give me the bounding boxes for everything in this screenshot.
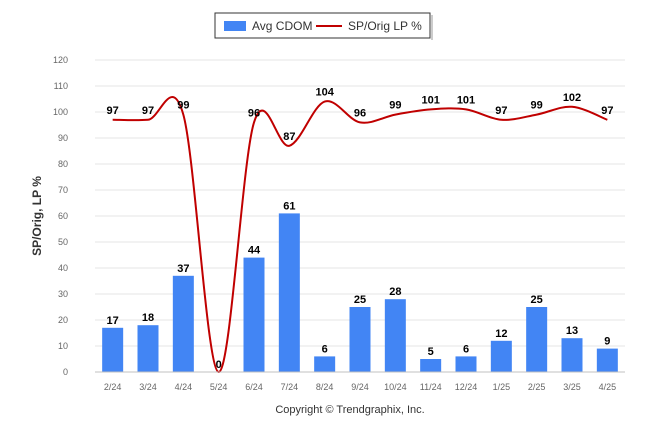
- bar: [349, 307, 371, 372]
- y-tick-label: 0: [63, 367, 68, 377]
- bar: [243, 257, 265, 372]
- legend-box-shadow: [431, 15, 433, 40]
- bar: [596, 348, 618, 372]
- bar-data-label: 25: [531, 294, 543, 306]
- line-data-label: 99: [177, 100, 189, 112]
- bar-data-label: 5: [428, 346, 434, 358]
- x-tick-label: 1/25: [493, 382, 511, 392]
- x-tick-label: 6/24: [245, 382, 263, 392]
- legend-label-avg-cdom: Avg CDOM: [252, 19, 312, 33]
- bar-data-label: 17: [107, 315, 119, 327]
- bar-data-label: 13: [566, 325, 578, 337]
- legend-swatch-avg-cdom: [224, 21, 246, 31]
- line-data-label: 99: [531, 100, 543, 112]
- x-axis-ticks: 2/24 3/24 4/24 5/24 6/24 7/24 8/24 9/24 10/24 11/…: [104, 382, 616, 392]
- x-tick-label: 10/24: [384, 382, 407, 392]
- bar: [137, 325, 159, 372]
- y-tick-label: 110: [54, 81, 68, 91]
- y-tick-label: 40: [58, 263, 68, 273]
- legend: Avg CDOM SP/Orig LP %: [214, 12, 433, 40]
- bar-data-label: 61: [283, 200, 295, 212]
- x-tick-label: 4/25: [599, 382, 617, 392]
- line-series: [112, 96, 608, 374]
- line-data-label: 97: [142, 105, 154, 117]
- y-tick-label: 10: [58, 341, 68, 351]
- line-data-labels: 97 97 99 96 87 104 96 99 101 101 97 99 102 97: [107, 87, 614, 143]
- bar: [314, 356, 336, 372]
- bar-data-label: 44: [248, 245, 261, 257]
- bar-series: [102, 213, 618, 372]
- bar: [561, 338, 583, 372]
- x-tick-label: 2/25: [528, 382, 546, 392]
- line-data-label: 101: [421, 94, 439, 106]
- bar-data-label: 28: [389, 286, 401, 298]
- y-axis-ticks: 0 10 20 30 40 50 60 70 80 90 100 110 120: [53, 55, 68, 377]
- line-data-label: 99: [389, 100, 401, 112]
- bar-data-label: 9: [604, 336, 610, 348]
- y-axis-title: SP/Orig, LP %: [30, 176, 44, 256]
- line-data-label: 97: [107, 105, 119, 117]
- line-data-label: 96: [248, 107, 260, 119]
- x-tick-label: 5/24: [210, 382, 228, 392]
- bar: [420, 359, 442, 372]
- bar: [102, 327, 124, 372]
- bar-data-label: 25: [354, 294, 366, 306]
- bar: [526, 307, 548, 372]
- bar: [384, 299, 406, 372]
- bar: [490, 340, 512, 372]
- line-data-label: 102: [563, 92, 581, 104]
- y-tick-label: 100: [53, 107, 68, 117]
- bar-data-label: 12: [495, 328, 507, 340]
- x-tick-label: 11/24: [420, 382, 442, 392]
- y-tick-label: 50: [58, 237, 68, 247]
- y-tick-label: 30: [58, 289, 68, 299]
- x-tick-label: 7/24: [281, 382, 299, 392]
- bar-data-label: 37: [177, 263, 189, 275]
- bar: [278, 213, 300, 372]
- y-tick-label: 90: [58, 133, 68, 143]
- x-tick-label: 8/24: [316, 382, 334, 392]
- bar: [455, 356, 477, 372]
- bar-data-label: 18: [142, 312, 154, 324]
- bar-data-label: 6: [463, 343, 469, 355]
- y-tick-label: 20: [58, 315, 68, 325]
- y-tick-label: 80: [58, 159, 68, 169]
- x-tick-label: 2/24: [104, 382, 122, 392]
- line-data-label: 97: [495, 105, 507, 117]
- x-tick-label: 9/24: [351, 382, 369, 392]
- bar-data-label: 0: [216, 359, 222, 371]
- line-data-label: 97: [601, 105, 613, 117]
- bar: [172, 275, 194, 372]
- legend-label-sp-orig: SP/Orig LP %: [348, 19, 422, 33]
- bar-data-label: 6: [322, 343, 328, 355]
- x-tick-label: 3/25: [563, 382, 581, 392]
- bar-data-labels: 17 18 37 0 44 61 6 25 28 5 6 12 25 13 9: [107, 200, 611, 371]
- x-tick-label: 12/24: [455, 382, 478, 392]
- x-tick-label: 3/24: [139, 382, 157, 392]
- line-data-label: 101: [457, 94, 475, 106]
- x-tick-label: 4/24: [175, 382, 193, 392]
- line-data-label: 104: [315, 87, 334, 99]
- y-tick-label: 60: [58, 211, 68, 221]
- y-tick-label: 70: [58, 185, 68, 195]
- line-data-label: 87: [283, 131, 295, 143]
- line-data-label: 96: [354, 107, 366, 119]
- y-tick-label: 120: [53, 55, 68, 65]
- copyright: Copyright © Trendgraphix, Inc.: [275, 404, 424, 416]
